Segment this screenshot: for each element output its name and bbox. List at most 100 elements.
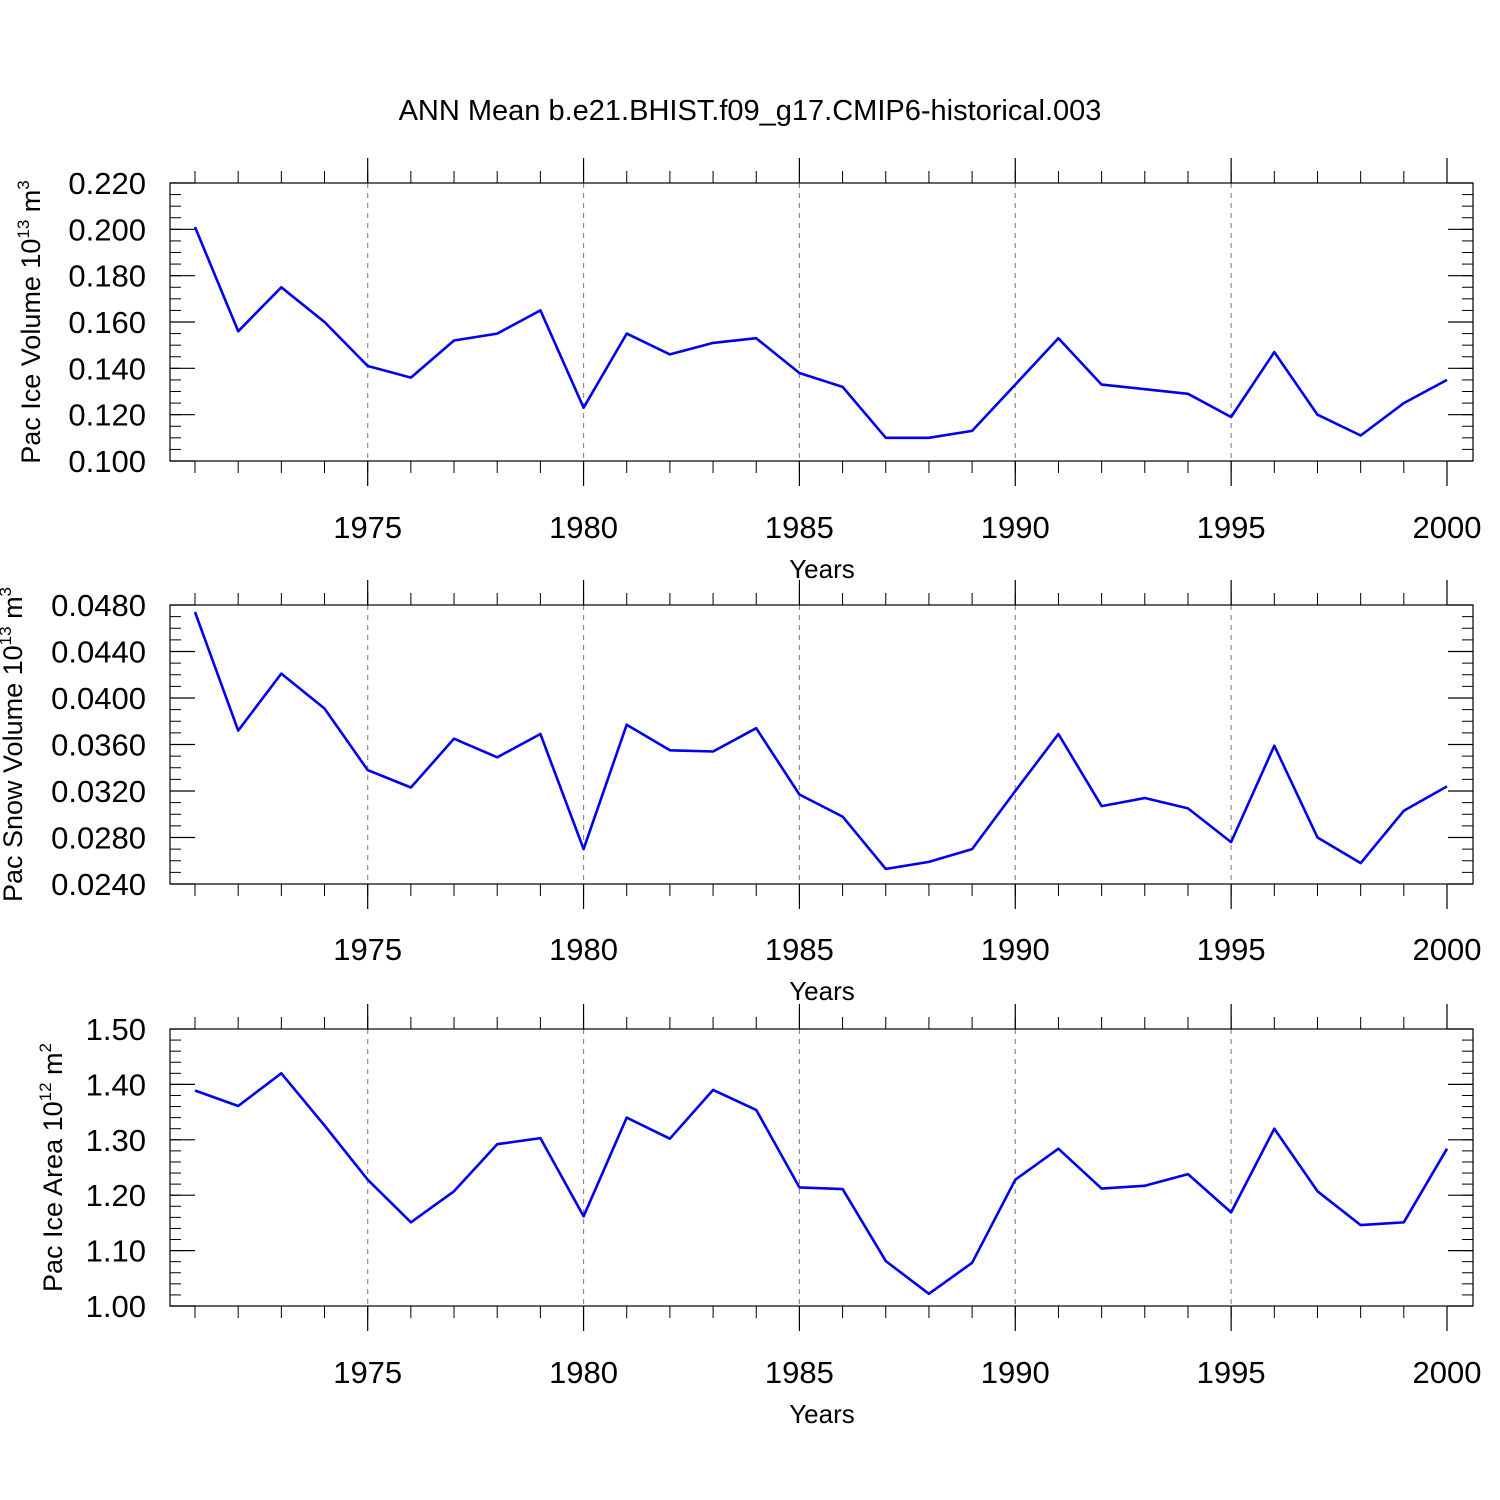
chart-panel-1: 1975 1980 1985 1990 1995 2000 0.100 0.120 0.140 0… (14, 158, 1481, 584)
y-tick-label: 0.0280 (51, 821, 146, 856)
y-tick-label: 1.30 (86, 1123, 146, 1158)
data-point (1012, 1177, 1018, 1183)
x-tick-label: 1975 (333, 1355, 402, 1390)
data-point (537, 307, 543, 313)
data-point (840, 1186, 846, 1192)
data-point (1228, 414, 1234, 420)
y-tick-label: 1.10 (86, 1234, 146, 1269)
data-point (1012, 382, 1018, 388)
data-point (840, 384, 846, 390)
y-tick-label: 0.180 (68, 259, 146, 294)
data-point (796, 791, 802, 797)
data-point (192, 609, 198, 615)
y-tick-label: 0.0240 (51, 867, 146, 902)
data-point (969, 428, 975, 434)
data-point (1055, 335, 1061, 341)
y-axis-label: Pac Snow Volume 1013 m3 (0, 587, 28, 902)
data-point (322, 705, 328, 711)
x-tick-label: 1985 (765, 1355, 834, 1390)
data-point (667, 1136, 673, 1142)
data-point (1228, 839, 1234, 845)
y-tick-label: 1.00 (86, 1289, 146, 1324)
x-tick-label: 1995 (1197, 510, 1266, 545)
x-tick-label: 1980 (549, 1355, 618, 1390)
y-tick-label: 0.0360 (51, 728, 146, 763)
x-tick-label: 1990 (981, 1355, 1050, 1390)
data-point (753, 1107, 759, 1113)
data-point (926, 435, 932, 441)
x-tick-label: 1990 (981, 932, 1050, 967)
data-point (581, 846, 587, 852)
data-point (408, 1219, 414, 1225)
x-tick-label: 1990 (981, 510, 1050, 545)
data-point (1271, 1126, 1277, 1132)
data-point (1099, 1186, 1105, 1192)
data-point (192, 224, 198, 230)
y-tick-label: 0.160 (68, 305, 146, 340)
x-tick-label: 1995 (1197, 932, 1266, 967)
plot-frame (169, 604, 1474, 885)
y-tick-label: 0.0480 (51, 588, 146, 623)
data-point (667, 351, 673, 357)
data-point (494, 754, 500, 760)
data-point (710, 748, 716, 754)
data-point (451, 736, 457, 742)
x-tick-label: 1980 (549, 510, 618, 545)
data-point (235, 728, 241, 734)
data-point (581, 405, 587, 411)
data-point (753, 725, 759, 731)
y-tick-label: 0.0440 (51, 635, 146, 670)
data-point (278, 1070, 284, 1076)
data-point (537, 731, 543, 737)
y-tick-label: 0.0400 (51, 681, 146, 716)
data-point (710, 340, 716, 346)
x-tick-label: 1985 (765, 932, 834, 967)
data-point (494, 331, 500, 337)
data-point (322, 1122, 328, 1128)
x-axis-label: Years (789, 554, 855, 584)
x-tick-label: 1985 (765, 510, 834, 545)
x-tick-label: 1980 (549, 932, 618, 967)
data-point (1185, 805, 1191, 811)
y-tick-label: 1.20 (86, 1178, 146, 1213)
data-point (1401, 400, 1407, 406)
data-point (926, 859, 932, 865)
data-point (1142, 795, 1148, 801)
data-point (278, 284, 284, 290)
data-point (537, 1135, 543, 1141)
data-point (710, 1087, 716, 1093)
data-point (451, 338, 457, 344)
data-point (235, 1103, 241, 1109)
data-point (1314, 1188, 1320, 1194)
y-tick-label: 0.0320 (51, 774, 146, 809)
data-point (1185, 391, 1191, 397)
data-point (1099, 803, 1105, 809)
data-point (1271, 743, 1277, 749)
data-point (1444, 783, 1450, 789)
chart-panel-2: 1975 1980 1985 1990 1995 2000 0.0240 0.0280 0.03… (0, 580, 1481, 1006)
y-tick-label: 0.100 (68, 444, 146, 479)
series-line (194, 1072, 1449, 1296)
data-point (1055, 1146, 1061, 1152)
data-point (624, 1115, 630, 1121)
data-point (1314, 412, 1320, 418)
x-tick-label: 1975 (333, 932, 402, 967)
data-point (753, 335, 759, 341)
data-point (883, 435, 889, 441)
data-point (581, 1213, 587, 1219)
series-line (193, 611, 1448, 871)
chart-title: ANN Mean b.e21.BHIST.f09_g17.CMIP6-histo… (399, 95, 1102, 127)
chart-panel-3: 1975 1980 1985 1990 1995 2000 1.00 1.10 1.20 1.30… (36, 1004, 1481, 1429)
data-point (1358, 860, 1364, 866)
data-point (1142, 386, 1148, 392)
x-tick-label: 2000 (1413, 510, 1482, 545)
data-point (624, 722, 630, 728)
data-point (1228, 1209, 1234, 1215)
data-point (796, 1184, 802, 1190)
x-tick-label: 1975 (333, 510, 402, 545)
data-point (365, 363, 371, 369)
data-point (278, 671, 284, 677)
data-point (1271, 349, 1277, 355)
data-point (1142, 1183, 1148, 1189)
y-tick-label: 0.120 (68, 398, 146, 433)
